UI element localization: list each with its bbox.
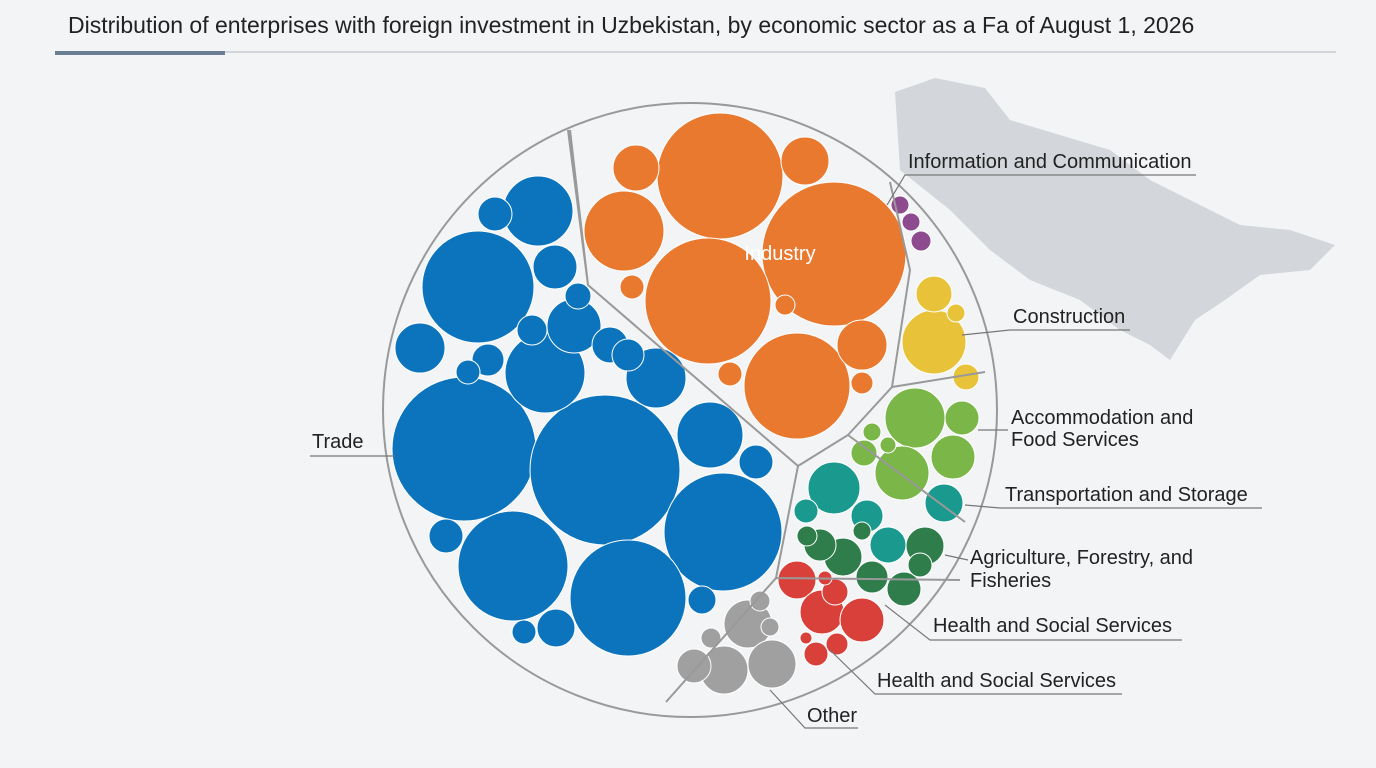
bubble (910, 230, 932, 252)
bubble (656, 112, 784, 240)
leader (886, 174, 1196, 206)
bubble (855, 560, 889, 594)
bubble (796, 525, 818, 547)
labels: Trade Information and Communication Cons… (310, 151, 1262, 729)
bubble (901, 212, 921, 232)
bubble (793, 498, 819, 524)
sector-label: Other (807, 705, 857, 727)
bubble (862, 422, 882, 442)
map-silhouette (895, 78, 1335, 360)
leader (964, 504, 1262, 509)
bubble (874, 445, 930, 501)
bubble (516, 314, 548, 346)
bubble (839, 597, 885, 643)
bubble (687, 585, 717, 615)
sector-label: Construction (1013, 306, 1125, 328)
bubble (807, 461, 861, 515)
bubble (836, 319, 888, 371)
bubble (930, 434, 976, 480)
leader (829, 649, 1122, 695)
bubble (852, 521, 872, 541)
bubble (394, 322, 446, 374)
bubble (738, 444, 774, 480)
bubble (749, 590, 771, 612)
bubble (747, 639, 797, 689)
bubble (532, 244, 578, 290)
bubble (644, 237, 772, 365)
bubble (944, 400, 980, 436)
bubble (511, 619, 537, 645)
bubble (477, 196, 513, 232)
bubble (502, 175, 574, 247)
bubble (780, 136, 830, 186)
bubble (700, 627, 722, 649)
sector-label: Health and Social Services (877, 670, 1116, 692)
bubble (850, 371, 874, 395)
leader (769, 689, 858, 729)
bubble (676, 401, 744, 469)
bubble (886, 571, 922, 607)
sector-label: Information and Communication (908, 151, 1191, 173)
sector-label: Agriculture, Forestry, and (970, 547, 1193, 569)
bubble (777, 560, 817, 600)
bubble (850, 439, 878, 467)
bubble (569, 539, 687, 657)
title: Distribution of enterprises with foreign… (68, 12, 1194, 38)
bubble (825, 632, 849, 656)
bubble (879, 436, 897, 454)
bubble (676, 648, 712, 684)
bubble (457, 510, 569, 622)
sector-label: Food Services (1011, 429, 1139, 451)
bubble (611, 338, 645, 372)
bubble (612, 144, 660, 192)
bubble (428, 518, 464, 554)
sector-label: Health and Social Services (933, 615, 1172, 637)
bubble (717, 361, 743, 387)
sector-label: Trade (312, 431, 364, 453)
bubble (663, 472, 783, 592)
outer-circle (382, 102, 998, 718)
bubble (946, 303, 966, 323)
bubble (583, 190, 665, 272)
bubble (869, 526, 907, 564)
bubble (529, 394, 681, 546)
sector-label: Accommodation and (1011, 407, 1193, 429)
bubble (774, 294, 796, 316)
sector-label: Transportation and Storage (1005, 484, 1248, 506)
bubble (907, 552, 933, 578)
bubble (619, 274, 645, 300)
bubble (760, 617, 780, 637)
bubble (455, 359, 481, 385)
leader (961, 329, 1130, 336)
sector-dividers (567, 129, 986, 703)
bubble (421, 230, 535, 344)
bubble (471, 343, 505, 377)
bubble (743, 332, 851, 440)
center-label: Industry (744, 243, 815, 265)
bubble-group (391, 112, 980, 695)
bubble (799, 631, 813, 645)
sector-label: Fisheries (970, 570, 1051, 592)
bubble (915, 275, 953, 313)
leader (944, 554, 969, 561)
bubble (564, 282, 592, 310)
bubble (536, 608, 576, 648)
leader (884, 604, 1182, 641)
bubble (803, 641, 829, 667)
